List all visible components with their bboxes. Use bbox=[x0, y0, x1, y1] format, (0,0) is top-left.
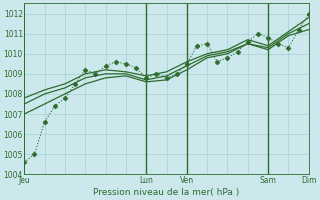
X-axis label: Pression niveau de la mer( hPa ): Pression niveau de la mer( hPa ) bbox=[93, 188, 240, 197]
